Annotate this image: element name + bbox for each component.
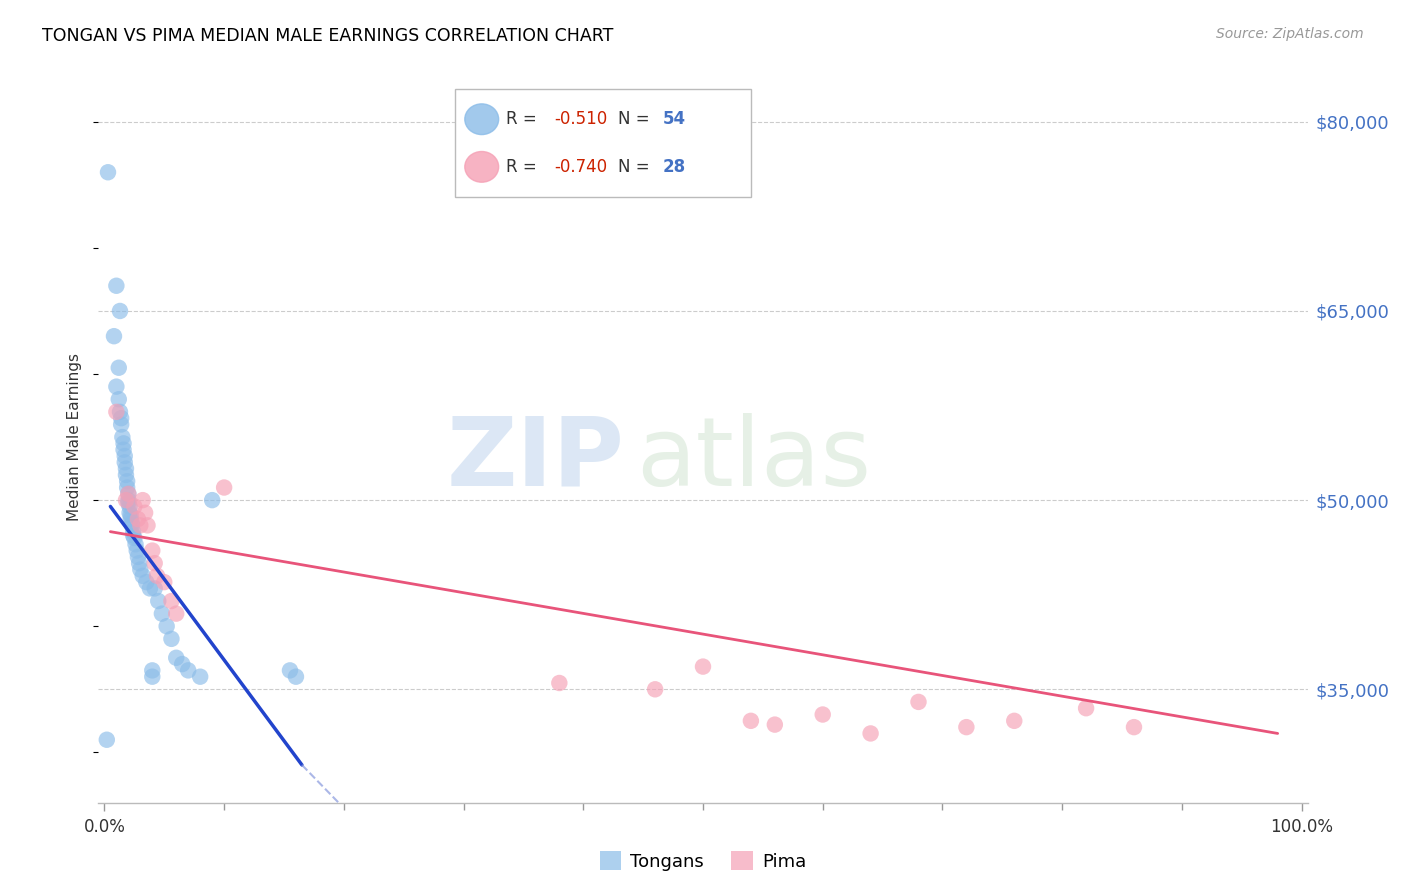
Point — [129, 562, 152, 576]
Point — [955, 720, 977, 734]
Point — [692, 659, 714, 673]
Point — [135, 575, 157, 590]
Point — [112, 436, 135, 450]
Point — [644, 682, 666, 697]
Point — [859, 726, 882, 740]
Point — [127, 549, 149, 564]
Point — [143, 582, 166, 596]
Point — [177, 664, 200, 678]
Point — [129, 518, 152, 533]
Point — [115, 481, 138, 495]
Point — [141, 543, 163, 558]
Text: Source: ZipAtlas.com: Source: ZipAtlas.com — [1216, 27, 1364, 41]
Point — [97, 165, 120, 179]
Point — [122, 528, 145, 542]
Point — [124, 531, 146, 545]
Point — [150, 607, 173, 621]
Text: N =: N = — [619, 111, 655, 128]
Point — [188, 670, 211, 684]
Point — [132, 569, 155, 583]
Point — [121, 516, 143, 530]
Point — [907, 695, 929, 709]
Point — [114, 455, 136, 469]
Ellipse shape — [465, 103, 499, 135]
Point — [115, 474, 138, 488]
Point — [160, 632, 183, 646]
Point — [105, 278, 128, 293]
Point — [108, 304, 131, 318]
Point — [1002, 714, 1025, 728]
Point — [1074, 701, 1097, 715]
Ellipse shape — [465, 152, 499, 182]
Y-axis label: Median Male Earnings: Median Male Earnings — [67, 353, 83, 521]
Point — [201, 493, 224, 508]
Point — [120, 512, 142, 526]
Text: 54: 54 — [664, 111, 686, 128]
Point — [122, 524, 145, 539]
Point — [165, 650, 187, 665]
Point — [740, 714, 762, 728]
Point — [278, 664, 301, 678]
Point — [141, 670, 163, 684]
Point — [105, 379, 128, 393]
Text: TONGAN VS PIMA MEDIAN MALE EARNINGS CORRELATION CHART: TONGAN VS PIMA MEDIAN MALE EARNINGS CORR… — [42, 27, 613, 45]
Point — [811, 707, 834, 722]
Point — [148, 594, 170, 608]
Point — [548, 676, 571, 690]
Point — [110, 417, 132, 432]
Point — [107, 392, 129, 407]
Point — [124, 537, 146, 551]
Point — [117, 493, 139, 508]
FancyBboxPatch shape — [456, 89, 751, 197]
Point — [212, 481, 235, 495]
Point — [127, 512, 149, 526]
Point — [118, 506, 141, 520]
Point — [115, 493, 138, 508]
Text: 28: 28 — [664, 158, 686, 176]
Point — [160, 594, 183, 608]
Point — [128, 556, 150, 570]
Point — [107, 360, 129, 375]
Point — [146, 569, 169, 583]
Point — [105, 405, 128, 419]
Legend: Tongans, Pima: Tongans, Pima — [592, 844, 814, 878]
Point — [139, 582, 162, 596]
Point — [165, 607, 187, 621]
Point — [1123, 720, 1146, 734]
Point — [134, 506, 156, 520]
Point — [284, 670, 307, 684]
Text: -0.740: -0.740 — [554, 158, 607, 176]
Point — [110, 411, 132, 425]
Point — [112, 442, 135, 457]
Point — [136, 518, 159, 533]
Text: atlas: atlas — [637, 412, 872, 506]
Point — [118, 500, 141, 514]
Point — [763, 717, 786, 731]
Point — [153, 575, 176, 590]
Point — [117, 496, 139, 510]
Point — [132, 493, 155, 508]
Point — [114, 449, 136, 463]
Text: R =: R = — [506, 111, 541, 128]
Point — [96, 732, 118, 747]
Point — [121, 518, 143, 533]
Text: -0.510: -0.510 — [554, 111, 607, 128]
Point — [117, 487, 139, 501]
Text: N =: N = — [619, 158, 655, 176]
Point — [108, 405, 131, 419]
Point — [115, 461, 138, 475]
Point — [156, 619, 179, 633]
Point — [143, 556, 166, 570]
Point — [141, 664, 163, 678]
Text: ZIP: ZIP — [447, 412, 624, 506]
Point — [103, 329, 125, 343]
Point — [120, 508, 142, 523]
Point — [111, 430, 134, 444]
Text: R =: R = — [506, 158, 541, 176]
Point — [117, 487, 139, 501]
Point — [124, 500, 146, 514]
Point — [115, 467, 138, 482]
Point — [125, 543, 148, 558]
Point — [172, 657, 194, 671]
